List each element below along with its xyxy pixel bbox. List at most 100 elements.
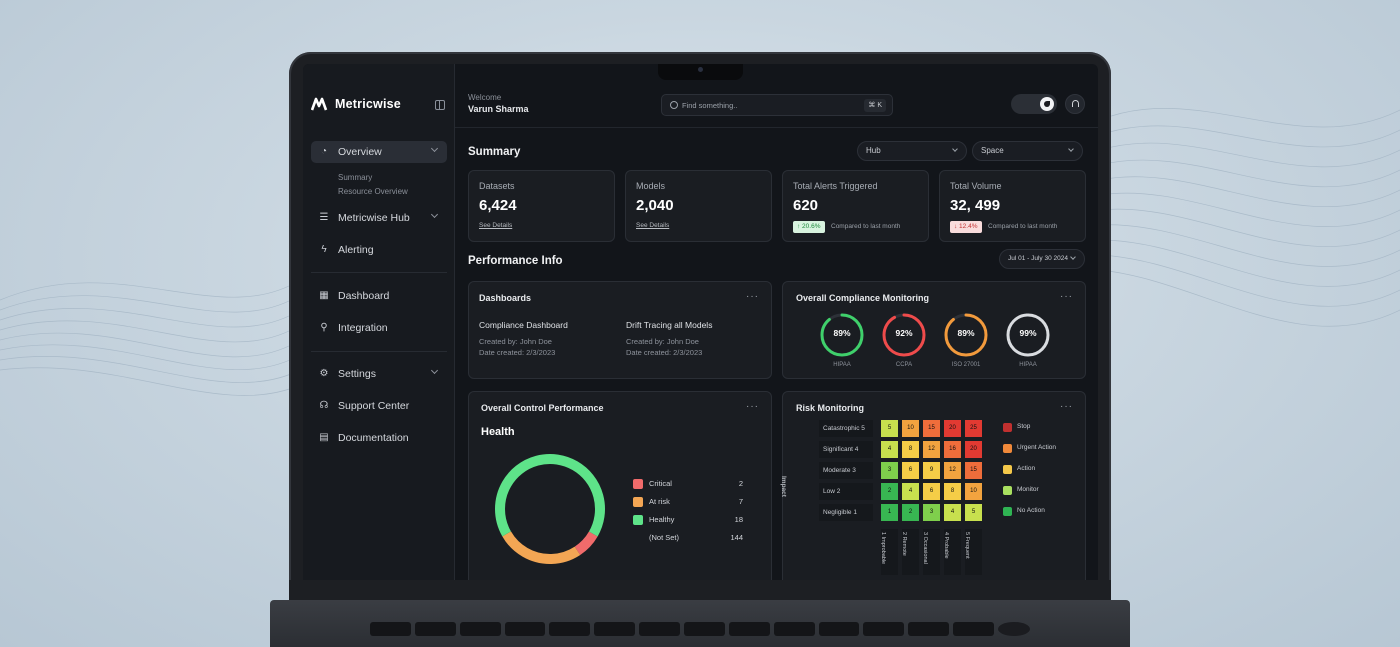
sidebar-item-documentation[interactable]: ▤ Documentation bbox=[311, 427, 447, 449]
risk-cell[interactable]: 8 bbox=[944, 483, 961, 500]
risk-cell[interactable]: 20 bbox=[965, 441, 982, 458]
risk-cell[interactable]: 20 bbox=[944, 420, 961, 437]
stat-label: Datasets bbox=[479, 181, 515, 191]
date-range-value: Jul 01 - July 30 2024 bbox=[1008, 255, 1068, 262]
more-menu-icon[interactable]: ··· bbox=[746, 401, 759, 412]
risk-cell[interactable]: 9 bbox=[923, 462, 940, 479]
risk-legend-item: Action bbox=[1003, 464, 1083, 476]
sidebar-item-settings[interactable]: ⚙ Settings bbox=[311, 363, 447, 385]
sidebar-item-overview[interactable]: ◔ Overview bbox=[311, 141, 447, 163]
dashboard-item-name[interactable]: Compliance Dashboard bbox=[479, 320, 568, 330]
sidebar-item-alerting[interactable]: ϟ Alerting bbox=[311, 239, 447, 261]
summary-title: Summary bbox=[468, 146, 521, 158]
risk-legend-name: Action bbox=[1017, 465, 1036, 472]
grid-icon: ▦ bbox=[319, 290, 329, 301]
risk-cell[interactable]: 12 bbox=[923, 441, 940, 458]
risk-cell[interactable]: 4 bbox=[881, 441, 898, 458]
legend-name: Healthy bbox=[649, 515, 675, 524]
risk-legend-name: Stop bbox=[1017, 423, 1031, 430]
stat-card-datasets: Datasets 6,424 See Details bbox=[468, 170, 615, 242]
legend-count: 18 bbox=[734, 515, 743, 524]
sidebar-item-dashboard[interactable]: ▦ Dashboard bbox=[311, 285, 447, 307]
risk-cell[interactable]: 25 bbox=[965, 420, 982, 437]
search-box[interactable]: ⌘ K bbox=[661, 94, 893, 116]
sidebar-subitem-summary[interactable]: Summary bbox=[338, 173, 373, 182]
brand-name: Metricwise bbox=[335, 97, 401, 111]
hub-select-value: Hub bbox=[866, 146, 881, 155]
risk-row-label: Negligible 1 bbox=[819, 504, 873, 521]
risk-cell[interactable]: 5 bbox=[881, 420, 898, 437]
risk-legend-swatch bbox=[1003, 486, 1012, 495]
sidebar-item-metricwise-hub[interactable]: ☰ Metricwise Hub bbox=[311, 207, 447, 229]
risk-legend-swatch bbox=[1003, 507, 1012, 516]
hub-select[interactable]: Hub bbox=[857, 141, 967, 161]
more-menu-icon[interactable]: ··· bbox=[1060, 291, 1073, 302]
sidebar-item-integration[interactable]: ⚲ Integration bbox=[311, 317, 447, 339]
dashboard-item-name[interactable]: Drift Tracing all Models bbox=[626, 320, 713, 330]
risk-cell[interactable]: 6 bbox=[902, 462, 919, 479]
bell-icon bbox=[1072, 100, 1079, 107]
risk-cell[interactable]: 8 bbox=[902, 441, 919, 458]
risk-cell[interactable]: 6 bbox=[923, 483, 940, 500]
donut-slice-healthy bbox=[495, 454, 606, 564]
sidebar-collapse-icon[interactable] bbox=[435, 100, 445, 110]
risk-cell[interactable]: 16 bbox=[944, 441, 961, 458]
gauge-ring bbox=[1006, 313, 1050, 357]
risk-cell[interactable]: 2 bbox=[881, 483, 898, 500]
risk-column-label: 5 Frequent bbox=[964, 529, 982, 575]
risk-cell[interactable]: 4 bbox=[944, 504, 961, 521]
risk-cell[interactable]: 12 bbox=[944, 462, 961, 479]
risk-column-text: 2 Remote bbox=[901, 532, 907, 556]
risk-cell[interactable]: 4 bbox=[902, 483, 919, 500]
date-range-select[interactable]: Jul 01 - July 30 2024 bbox=[999, 249, 1085, 269]
laptop-bezel bbox=[289, 580, 1111, 602]
headset-icon: ☊ bbox=[319, 400, 329, 411]
hub-icon: ☰ bbox=[319, 212, 329, 223]
risk-cell[interactable]: 10 bbox=[965, 483, 982, 500]
chevron-down-icon bbox=[430, 144, 439, 153]
risk-legend-name: No Action bbox=[1017, 507, 1045, 514]
link-icon: ⚲ bbox=[320, 322, 328, 333]
search-icon bbox=[670, 101, 678, 109]
stat-label: Total Volume bbox=[950, 181, 1002, 191]
risk-cell[interactable]: 5 bbox=[965, 504, 982, 521]
risk-legend-name: Urgent Action bbox=[1017, 444, 1057, 451]
gauge-label: ISO 27001 bbox=[951, 362, 981, 368]
risk-cell[interactable]: 1 bbox=[881, 504, 898, 521]
risk-cell[interactable]: 3 bbox=[881, 462, 898, 479]
legend-item: At risk 7 bbox=[633, 496, 743, 508]
stat-value: 620 bbox=[793, 197, 819, 214]
sidebar-item-label: Dashboard bbox=[338, 290, 390, 302]
legend-item: Healthy 18 bbox=[633, 514, 743, 526]
trend-up-badge: ↑ 20.6% bbox=[793, 221, 825, 233]
dashboard-item-date: Date created: 2/3/2023 bbox=[479, 348, 556, 357]
compare-text: Compared to last month bbox=[988, 223, 1058, 230]
theme-toggle[interactable] bbox=[1011, 94, 1057, 114]
space-select[interactable]: Space bbox=[972, 141, 1083, 161]
sidebar-item-support-center[interactable]: ☊ Support Center bbox=[311, 395, 447, 417]
brand[interactable]: Metricwise bbox=[311, 97, 401, 111]
risk-legend-item: No Action bbox=[1003, 506, 1083, 518]
trend-down-badge: ↓ 12.4% bbox=[950, 221, 982, 233]
compliance-gauge: 99% HIPAA bbox=[1005, 312, 1051, 368]
top-bar: Welcome Varun Sharma ⌘ K bbox=[455, 64, 1098, 128]
risk-cell[interactable]: 15 bbox=[965, 462, 982, 479]
more-menu-icon[interactable]: ··· bbox=[1060, 401, 1073, 412]
gauge-ring bbox=[882, 313, 926, 357]
risk-cell[interactable]: 3 bbox=[923, 504, 940, 521]
gauge-value: 89% bbox=[833, 328, 851, 338]
risk-monitoring-card: Risk Monitoring ··· Impact Catastrophic … bbox=[780, 391, 1086, 580]
legend-swatch bbox=[633, 479, 643, 489]
more-menu-icon[interactable]: ··· bbox=[746, 291, 759, 302]
notifications-button[interactable] bbox=[1065, 94, 1085, 114]
see-details-link[interactable]: See Details bbox=[636, 222, 670, 229]
see-details-link[interactable]: See Details bbox=[479, 222, 513, 229]
risk-cell[interactable]: 2 bbox=[902, 504, 919, 521]
risk-cell[interactable]: 10 bbox=[902, 420, 919, 437]
search-input[interactable] bbox=[682, 95, 852, 115]
legend-item: Critical 2 bbox=[633, 478, 743, 490]
sidebar-item-label: Support Center bbox=[338, 400, 410, 412]
risk-column-text: 4 Probable bbox=[943, 532, 949, 559]
sidebar-subitem-resource-overview[interactable]: Resource Overview bbox=[338, 187, 408, 196]
risk-cell[interactable]: 15 bbox=[923, 420, 940, 437]
